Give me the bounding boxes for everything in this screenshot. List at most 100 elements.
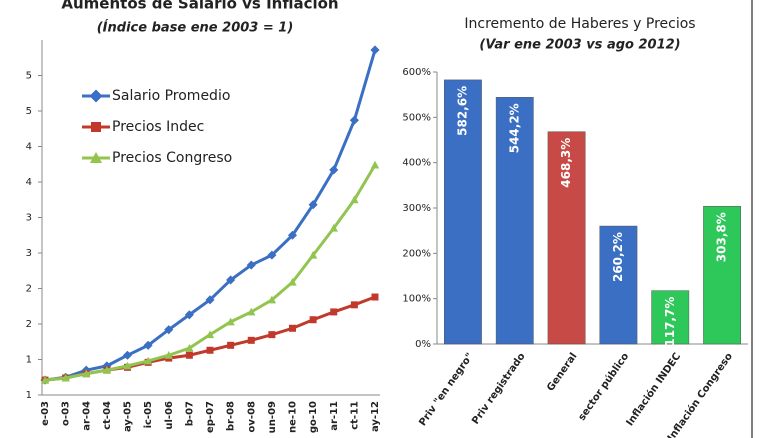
- data-point: [205, 295, 215, 305]
- data-point: [206, 346, 214, 354]
- x-tick-label: Priv registrado: [470, 351, 528, 427]
- data-point: [184, 310, 194, 320]
- data-point: [247, 336, 255, 344]
- data-point: [288, 277, 297, 286]
- data-point: [227, 341, 235, 349]
- x-tick-label: Inflación INDEC: [624, 351, 683, 429]
- y-tick-label: 0%: [415, 339, 431, 350]
- legend-label: Salario Promedio: [112, 88, 230, 104]
- x-tick-label: ar-04: [81, 401, 92, 431]
- y-tick-label: 1: [26, 355, 32, 366]
- x-tick-label: ic-05: [143, 401, 154, 428]
- data-point: [164, 351, 173, 359]
- y-tick-label: 4: [26, 177, 32, 188]
- value-label: 582,6%: [455, 86, 469, 136]
- x-tick-label: o-03: [61, 401, 72, 426]
- y-tick-label: 1: [26, 390, 32, 401]
- x-tick-label: Priv "en negro": [417, 351, 476, 428]
- right-title: Incremento de Haberes y Precios: [464, 16, 695, 32]
- data-point: [267, 250, 277, 260]
- bar: [599, 225, 638, 345]
- data-point: [185, 351, 193, 359]
- legend-marker: [89, 89, 103, 103]
- y-tick-label: 3: [26, 248, 32, 259]
- data-point: [143, 340, 153, 350]
- x-tick-label: ul-06: [164, 401, 175, 430]
- data-point: [308, 200, 318, 210]
- x-tick-label: e-03: [40, 401, 51, 426]
- bar: [444, 79, 482, 345]
- data-point: [329, 223, 338, 232]
- y-tick-label: 5: [26, 106, 32, 117]
- y-tick-label: 400%: [402, 158, 431, 169]
- data-point: [308, 250, 318, 259]
- data-point: [82, 369, 91, 378]
- data-point: [246, 260, 256, 270]
- data-point: [309, 316, 317, 324]
- data-point: [267, 295, 277, 304]
- legend-marker: [90, 152, 102, 163]
- right-subtitle: (Var ene 2003 vs ago 2012): [479, 38, 680, 53]
- data-point: [370, 45, 380, 55]
- left-title: Aumentos de Salario vs Inflación: [61, 0, 338, 13]
- value-label: 468,3%: [559, 138, 573, 188]
- value-label: 117,7%: [663, 297, 677, 347]
- data-point: [143, 356, 153, 365]
- data-point: [61, 373, 70, 382]
- data-point: [350, 195, 359, 204]
- data-point: [226, 317, 235, 326]
- data-point: [102, 365, 112, 374]
- x-tick-label: ay-05: [123, 401, 134, 432]
- y-tick-label: 600%: [402, 67, 431, 78]
- data-point: [205, 330, 215, 339]
- data-point: [289, 324, 296, 332]
- y-tick-label: 4: [26, 142, 32, 153]
- data-point: [185, 343, 194, 352]
- data-point: [123, 361, 132, 370]
- x-tick-label: sector público: [576, 350, 632, 422]
- x-tick-label: ay-12: [370, 401, 381, 432]
- x-tick-label: b-07: [184, 401, 195, 426]
- x-tick-label: ep-07: [205, 401, 216, 433]
- y-tick-label: 2: [26, 319, 32, 330]
- x-tick-label: ar-11: [329, 401, 340, 431]
- value-label: 303,8%: [715, 212, 729, 262]
- x-tick-label: ne-10: [288, 401, 299, 433]
- data-point: [329, 165, 339, 175]
- data-point: [226, 275, 236, 285]
- value-label: 544,2%: [507, 103, 521, 153]
- data-point: [371, 293, 379, 301]
- data-point: [122, 350, 133, 360]
- x-tick-label: ct-11: [349, 401, 360, 430]
- data-point: [330, 308, 338, 316]
- y-tick-label: 100%: [402, 294, 431, 305]
- legend-label: Precios Indec: [112, 119, 204, 135]
- data-point: [164, 325, 174, 335]
- data-point: [247, 307, 256, 316]
- y-tick-label: 200%: [402, 248, 431, 259]
- x-tick-label: go-10: [308, 401, 319, 433]
- x-tick-label: General: [545, 351, 579, 393]
- bar: [651, 290, 690, 345]
- data-point: [370, 160, 380, 169]
- y-tick-label: 5: [26, 71, 32, 82]
- left-subtitle: (Índice base ene 2003 = 1): [97, 20, 294, 36]
- bar: [495, 97, 534, 345]
- data-point: [40, 375, 50, 384]
- data-point: [287, 230, 298, 240]
- x-tick-label: un-09: [267, 401, 278, 433]
- y-tick-label: 500%: [402, 112, 431, 123]
- y-tick-label: 3: [26, 213, 32, 224]
- data-point: [268, 331, 276, 339]
- x-tick-label: ov-08: [246, 401, 257, 432]
- x-tick-label: ct-04: [102, 401, 113, 430]
- value-label: 260,2%: [611, 232, 625, 282]
- bar: [547, 131, 586, 345]
- y-tick-label: 300%: [402, 203, 431, 214]
- x-tick-label: br-08: [226, 401, 237, 431]
- y-tick-label: 2: [26, 284, 32, 295]
- legend-label: Precios Congreso: [112, 150, 232, 166]
- bar: [703, 206, 741, 345]
- data-point: [350, 301, 358, 309]
